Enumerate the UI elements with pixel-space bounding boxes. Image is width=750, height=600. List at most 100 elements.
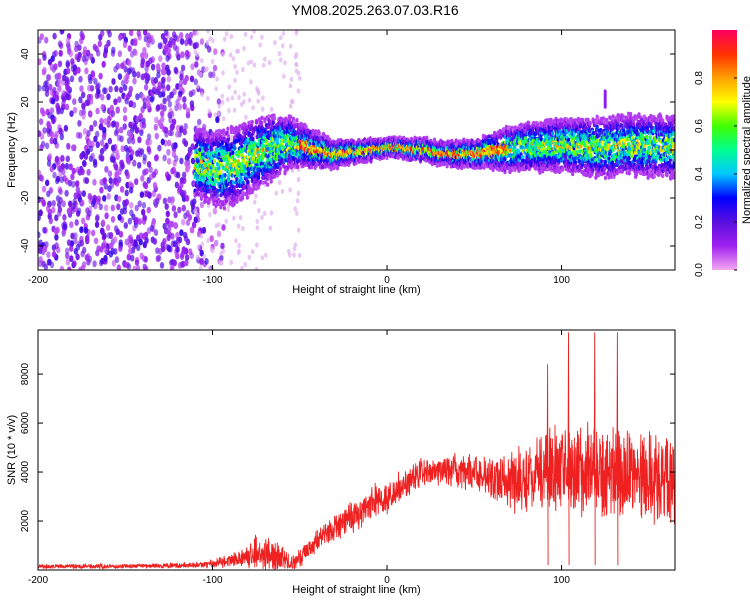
noise-cell xyxy=(172,259,177,267)
noise-cell xyxy=(124,189,129,197)
noise-cell xyxy=(147,148,152,155)
noise-cell xyxy=(157,119,162,127)
ridge-cell xyxy=(261,180,265,185)
noise-cell xyxy=(255,242,259,248)
noise-cell xyxy=(59,107,64,115)
noise-cell xyxy=(182,102,187,110)
noise-cell xyxy=(85,234,90,242)
noise-cell xyxy=(160,33,166,40)
noise-cell xyxy=(102,240,107,248)
noise-cell xyxy=(102,195,107,202)
ridge-cell xyxy=(199,182,203,188)
noise-cell xyxy=(237,94,241,101)
noise-cell xyxy=(160,68,166,76)
noise-cell xyxy=(216,230,222,238)
noise-cell xyxy=(71,144,76,152)
noise-cell xyxy=(42,245,48,253)
ridge-cell xyxy=(199,128,203,133)
noise-cell xyxy=(92,178,97,186)
noise-cell xyxy=(104,212,109,220)
noise-cell xyxy=(182,190,187,197)
noise-cell xyxy=(120,145,125,153)
noise-cell xyxy=(215,76,219,82)
noise-cell xyxy=(39,33,44,40)
noise-cell xyxy=(155,255,160,263)
noise-cell xyxy=(127,90,133,98)
noise-cell xyxy=(65,59,70,67)
ridge-cell xyxy=(208,188,212,194)
noise-cell xyxy=(148,57,153,65)
noise-cell xyxy=(235,69,239,75)
noise-cell xyxy=(180,64,186,72)
noise-cell xyxy=(113,236,118,244)
noise-cell xyxy=(122,199,127,207)
noise-cell xyxy=(53,63,58,71)
noise-cell xyxy=(233,89,237,95)
noise-cell xyxy=(156,88,161,96)
noise-cell xyxy=(41,68,47,76)
noise-cell xyxy=(294,30,299,36)
ridge-cell xyxy=(260,115,264,121)
noise-cell xyxy=(128,121,133,129)
noise-cell xyxy=(136,30,141,37)
noise-cell xyxy=(64,247,70,255)
noise-cell xyxy=(160,81,166,89)
noise-cell xyxy=(174,155,179,163)
noise-cell xyxy=(99,179,104,186)
noise-cell xyxy=(143,30,148,36)
noise-cell xyxy=(227,84,232,90)
noise-cell xyxy=(115,62,121,70)
ridge-cell xyxy=(257,175,261,180)
noise-cell xyxy=(74,219,79,226)
noise-cell xyxy=(122,41,128,49)
ridge-cell xyxy=(277,170,282,176)
noise-cell xyxy=(96,245,101,253)
noise-cell xyxy=(137,200,142,208)
noise-cell xyxy=(135,116,140,123)
noise-cell xyxy=(172,44,178,51)
noise-cell xyxy=(122,84,128,91)
noise-cell xyxy=(136,71,141,79)
noise-cell xyxy=(118,230,124,238)
noise-cell xyxy=(106,93,111,101)
noise-cell xyxy=(160,138,165,146)
noise-cell xyxy=(167,174,172,181)
noise-cell xyxy=(134,150,140,157)
noise-cell xyxy=(95,213,100,221)
noise-cell xyxy=(182,138,187,145)
noise-cell xyxy=(135,265,141,270)
noise-cell xyxy=(212,207,218,215)
noise-cell xyxy=(130,67,136,74)
noise-cell xyxy=(64,103,70,111)
noise-cell xyxy=(196,244,201,250)
noise-cell xyxy=(274,190,279,196)
noise-cell xyxy=(130,137,136,145)
noise-cell xyxy=(232,107,237,113)
noise-cell xyxy=(48,83,53,91)
noise-cell xyxy=(152,182,158,189)
noise-cell xyxy=(148,166,153,174)
noise-cell xyxy=(119,208,125,215)
noise-cell xyxy=(173,241,178,248)
noise-cell xyxy=(197,118,202,126)
ridge-cell xyxy=(232,185,236,190)
noise-cell xyxy=(80,199,85,207)
noise-cell xyxy=(107,137,113,145)
noise-cell xyxy=(128,186,134,194)
noise-cell xyxy=(44,90,50,97)
noise-cell xyxy=(199,201,205,209)
noise-cell xyxy=(148,35,153,43)
ridge-cell xyxy=(321,164,325,169)
noise-cell xyxy=(273,40,277,46)
ridge-cell xyxy=(218,169,222,175)
noise-cell xyxy=(107,30,112,38)
noise-cell xyxy=(163,37,168,44)
noise-cell xyxy=(162,97,167,105)
noise-cell xyxy=(252,62,257,68)
noise-cell xyxy=(44,36,49,44)
noise-cell xyxy=(71,202,76,210)
noise-cell xyxy=(238,215,243,221)
noise-cell xyxy=(118,245,123,252)
noise-cell xyxy=(155,197,160,205)
noise-cell xyxy=(246,60,251,66)
